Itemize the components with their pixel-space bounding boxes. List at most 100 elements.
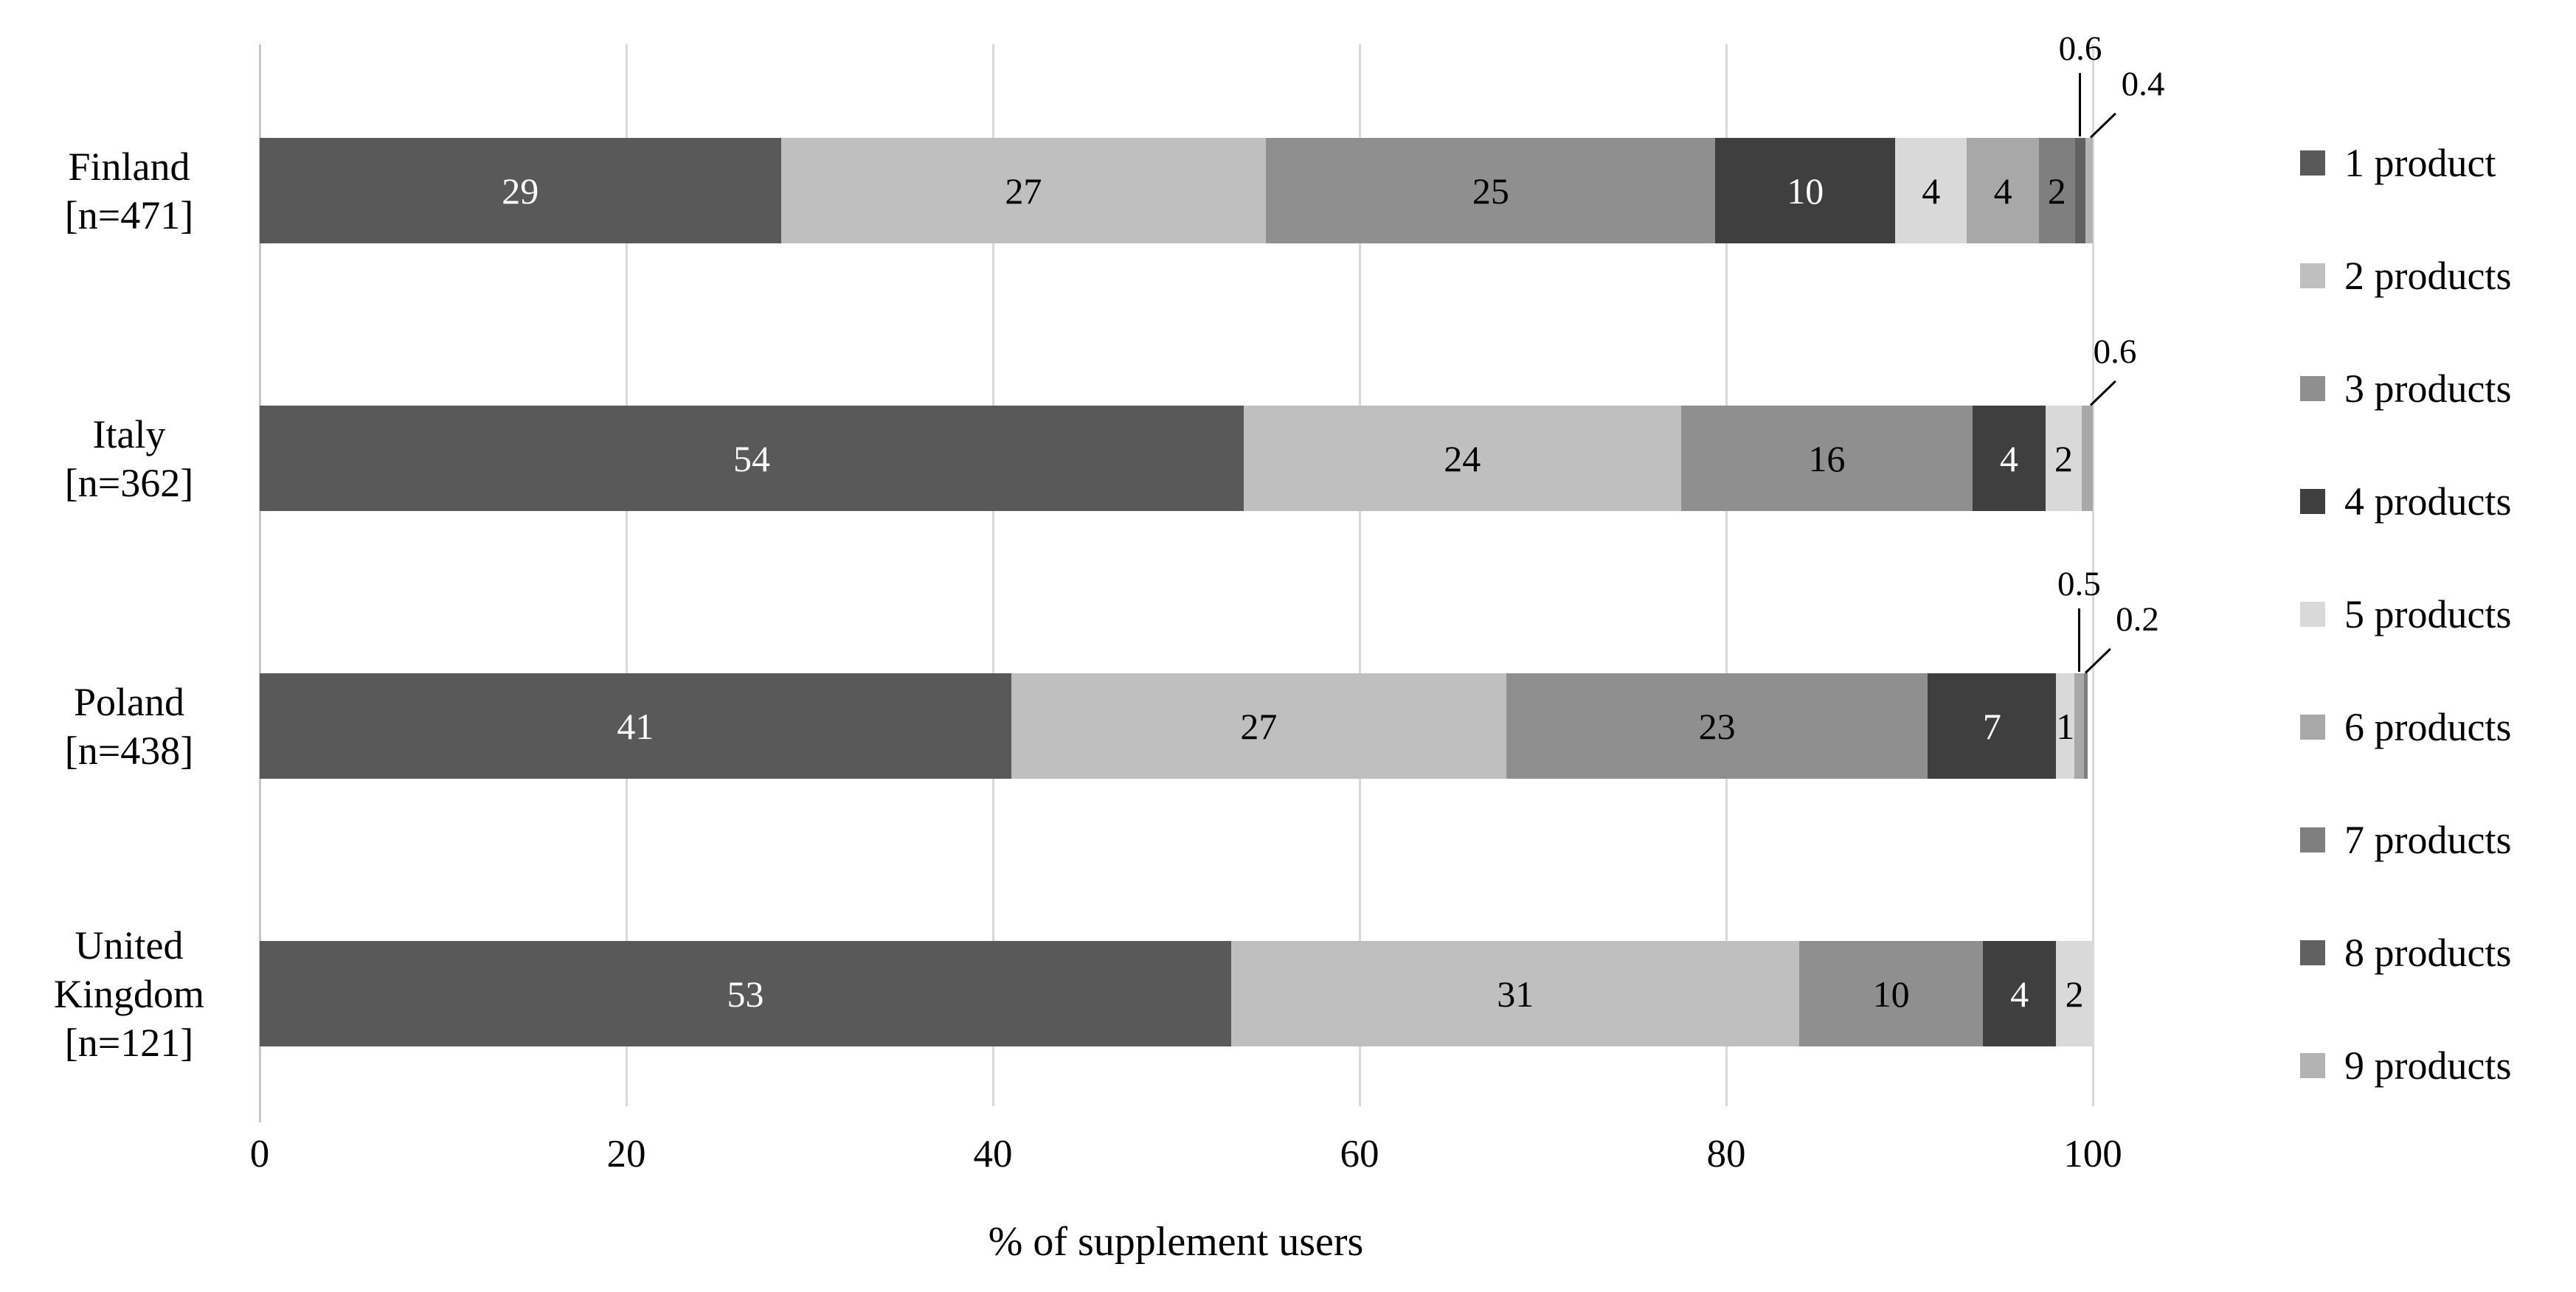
legend-item-3-products: 3 products (2300, 366, 2511, 411)
gridline (1358, 44, 1361, 1106)
bar-segment-poland-5-products: 1 (2056, 673, 2074, 779)
bar-segment-united-kingdom-4-products: 4 (1982, 941, 2057, 1046)
bar-segment-finland-9-products (2085, 138, 2093, 243)
legend-label: 5 products (2344, 592, 2512, 636)
legend-swatch-icon (2300, 263, 2325, 288)
bar-segment-finland-7-products: 2 (2038, 138, 2075, 243)
legend-label: 7 products (2344, 818, 2512, 862)
bar-segment-italy-3-products: 16 (1680, 406, 1973, 511)
bar-segment-finland-5-products: 4 (1895, 138, 1967, 243)
callout-value-label: 0.4 (2121, 65, 2165, 103)
legend-label: 9 products (2344, 1043, 2512, 1088)
bar-segment-finland-8-products (2074, 138, 2086, 243)
gridline (991, 44, 994, 1106)
legend-swatch-icon (2300, 602, 2325, 627)
callout-value-label: 0.2 (2116, 600, 2159, 639)
bar-segment-finland-1-product: 29 (260, 138, 781, 243)
bar-segment-value-label: 4 (1993, 170, 2012, 212)
legend-item-5-products: 5 products (2300, 591, 2511, 637)
bar-segment-value-label: 10 (1787, 170, 1824, 212)
bar-segment-value-label: 4 (1922, 170, 1941, 212)
bar-segment-poland-6-products (2074, 673, 2084, 779)
bar-segment-finland-4-products: 10 (1715, 138, 1895, 243)
bar-segment-value-label: 4 (1999, 437, 2018, 479)
bar-segment-united-kingdom-3-products: 10 (1799, 941, 1983, 1046)
bar-segment-poland-2-products: 27 (1011, 673, 1506, 779)
gridline (625, 44, 628, 1106)
legend-swatch-icon (2300, 150, 2325, 176)
category-label-line: Poland (73, 679, 184, 724)
category-label-italy: Italy [n=362] (7, 410, 251, 507)
category-label-united-kingdom: United Kingdom [n=121] (7, 921, 251, 1067)
legend-item-4-products: 4 products (2300, 479, 2511, 524)
bar-segment-united-kingdom-2-products: 31 (1231, 941, 1800, 1046)
y-axis-line (258, 44, 261, 1122)
callout-leader-line (2079, 73, 2082, 136)
bar-segment-italy-4-products: 4 (1972, 406, 2046, 511)
callout-value-label: 0.6 (2093, 333, 2137, 371)
legend-label: 1 product (2344, 141, 2496, 185)
bar-segment-finland-6-products: 4 (1967, 138, 2039, 243)
legend-swatch-icon (2300, 376, 2325, 401)
gridline (1725, 44, 1728, 1106)
bar-segment-value-label: 2 (2047, 170, 2066, 212)
x-tick-label: 40 (973, 1133, 1013, 1175)
legend-label: 6 products (2344, 705, 2512, 749)
bar-segment-italy-1-product: 54 (260, 406, 1244, 511)
category-label-line: Finland (68, 144, 190, 189)
bar-segment-value-label: 10 (1872, 973, 1910, 1015)
bar-segment-united-kingdom-1-product: 53 (260, 941, 1232, 1046)
bar-segment-value-label: 7 (1982, 705, 2001, 747)
x-axis-title: % of supplement users (988, 1219, 1364, 1265)
bar-segment-value-label: 2 (2054, 437, 2073, 479)
category-label-line: [n=471] (64, 192, 194, 237)
bar-segment-value-label: 54 (733, 437, 770, 479)
category-label-line: [n=438] (64, 728, 194, 773)
legend-item-8-products: 8 products (2300, 930, 2511, 976)
legend-item-1-product: 1 product (2300, 140, 2496, 186)
legend-swatch-icon (2300, 715, 2325, 740)
legend-label: 2 products (2344, 254, 2512, 298)
category-label-line: Italy (92, 411, 166, 456)
bar-segment-italy-5-products: 2 (2045, 406, 2082, 511)
legend-swatch-icon (2300, 827, 2325, 852)
gridline (2091, 44, 2094, 1106)
bar-segment-poland-4-products: 7 (1928, 673, 2057, 779)
legend-label: 8 products (2344, 931, 2512, 975)
callout-value-label: 0.6 (2058, 29, 2102, 68)
category-label-line: United (75, 923, 184, 968)
x-tick-label: 60 (1340, 1133, 1379, 1175)
bar-segment-value-label: 16 (1808, 437, 1846, 479)
legend-swatch-icon (2300, 940, 2325, 965)
legend-item-2-products: 2 products (2300, 253, 2511, 299)
legend-swatch-icon (2300, 489, 2325, 514)
x-tick-label: 80 (1706, 1133, 1746, 1175)
bar-segment-value-label: 31 (1497, 973, 1534, 1015)
bar-segment-value-label: 2 (2065, 973, 2084, 1015)
category-label-line: [n=121] (64, 1020, 194, 1065)
bar-segment-poland-3-products: 23 (1506, 673, 1928, 779)
category-label-poland: Poland [n=438] (7, 678, 251, 775)
bar-segment-value-label: 23 (1698, 705, 1736, 747)
bar-segment-poland-1-product: 41 (260, 673, 1011, 779)
category-label-finland: Finland [n=471] (7, 142, 251, 240)
bar-segment-finland-3-products: 25 (1266, 138, 1716, 243)
callout-leader-line (2084, 647, 2111, 674)
legend-item-9-products: 9 products (2300, 1043, 2511, 1088)
bar-segment-finland-2-products: 27 (780, 138, 1267, 243)
bar-segment-value-label: 41 (617, 705, 654, 747)
x-tick-label: 100 (2063, 1133, 2122, 1175)
x-tick-label: 0 (249, 1133, 270, 1175)
bar-segment-value-label: 29 (502, 170, 539, 212)
bar-segment-value-label: 24 (1444, 437, 1481, 479)
bar-segment-italy-6-products (2082, 406, 2093, 511)
legend-label: 3 products (2344, 367, 2512, 411)
bar-segment-value-label: 4 (2010, 973, 2029, 1015)
bar-segment-poland-7-products (2083, 673, 2088, 779)
x-tick-label: 20 (606, 1133, 646, 1175)
bar-segment-italy-2-products: 24 (1243, 406, 1681, 511)
callout-leader-line (2077, 608, 2080, 672)
category-label-line: [n=362] (64, 460, 194, 505)
bar-segment-value-label: 27 (1005, 170, 1042, 212)
